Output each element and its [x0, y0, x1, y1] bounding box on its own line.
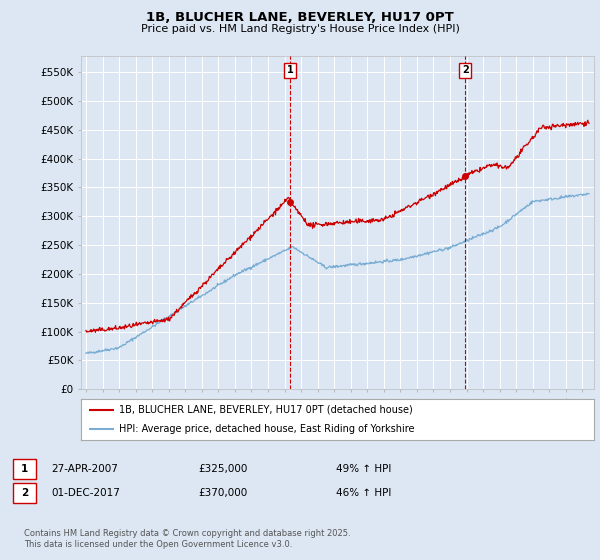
Text: 1B, BLUCHER LANE, BEVERLEY, HU17 0PT (detached house): 1B, BLUCHER LANE, BEVERLEY, HU17 0PT (de…	[119, 405, 413, 415]
Text: 46% ↑ HPI: 46% ↑ HPI	[336, 488, 391, 498]
Text: 01-DEC-2017: 01-DEC-2017	[51, 488, 120, 498]
Text: 1B, BLUCHER LANE, BEVERLEY, HU17 0PT: 1B, BLUCHER LANE, BEVERLEY, HU17 0PT	[146, 11, 454, 24]
Text: 1: 1	[286, 66, 293, 76]
Text: £370,000: £370,000	[198, 488, 247, 498]
Text: 2: 2	[21, 488, 28, 498]
Text: Price paid vs. HM Land Registry's House Price Index (HPI): Price paid vs. HM Land Registry's House …	[140, 24, 460, 34]
Text: HPI: Average price, detached house, East Riding of Yorkshire: HPI: Average price, detached house, East…	[119, 423, 415, 433]
Text: 2: 2	[462, 66, 469, 76]
Text: Contains HM Land Registry data © Crown copyright and database right 2025.
This d: Contains HM Land Registry data © Crown c…	[24, 529, 350, 549]
Text: 1: 1	[21, 464, 28, 474]
Text: £325,000: £325,000	[198, 464, 247, 474]
Text: 27-APR-2007: 27-APR-2007	[51, 464, 118, 474]
Text: 49% ↑ HPI: 49% ↑ HPI	[336, 464, 391, 474]
